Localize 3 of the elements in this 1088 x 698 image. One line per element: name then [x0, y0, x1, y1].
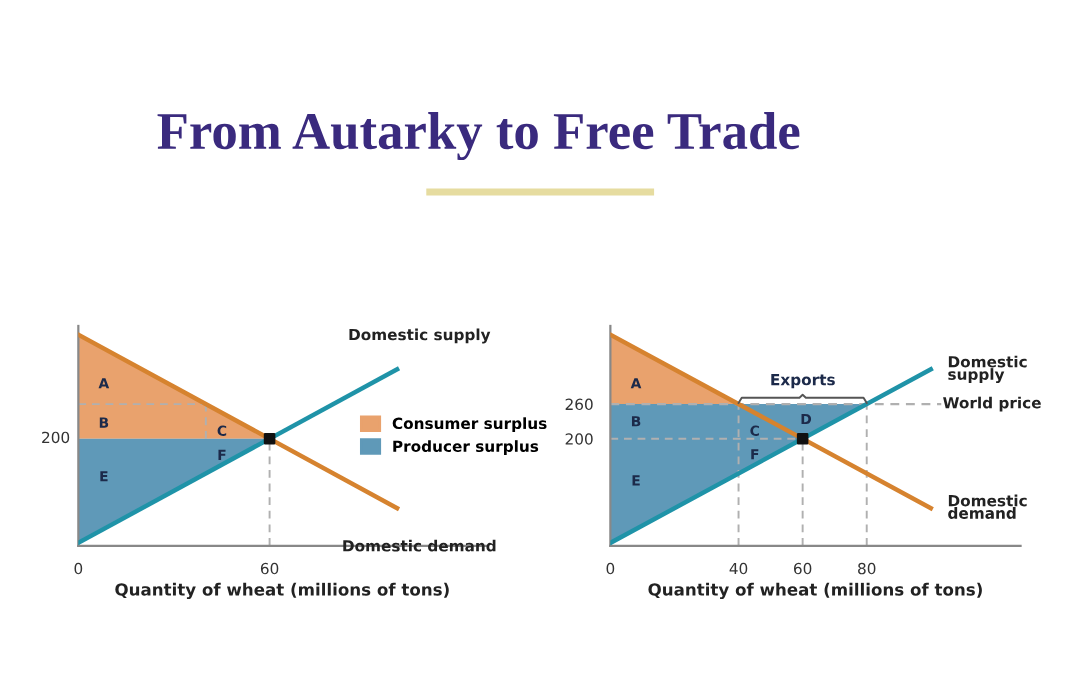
x-axis-title: Quantity of wheat (millions of tons) — [115, 582, 449, 600]
chart-title: From Autarky to Free Trade — [157, 112, 800, 161]
x-axis-title: Quantity of wheat (millions of tons) — [648, 582, 982, 600]
